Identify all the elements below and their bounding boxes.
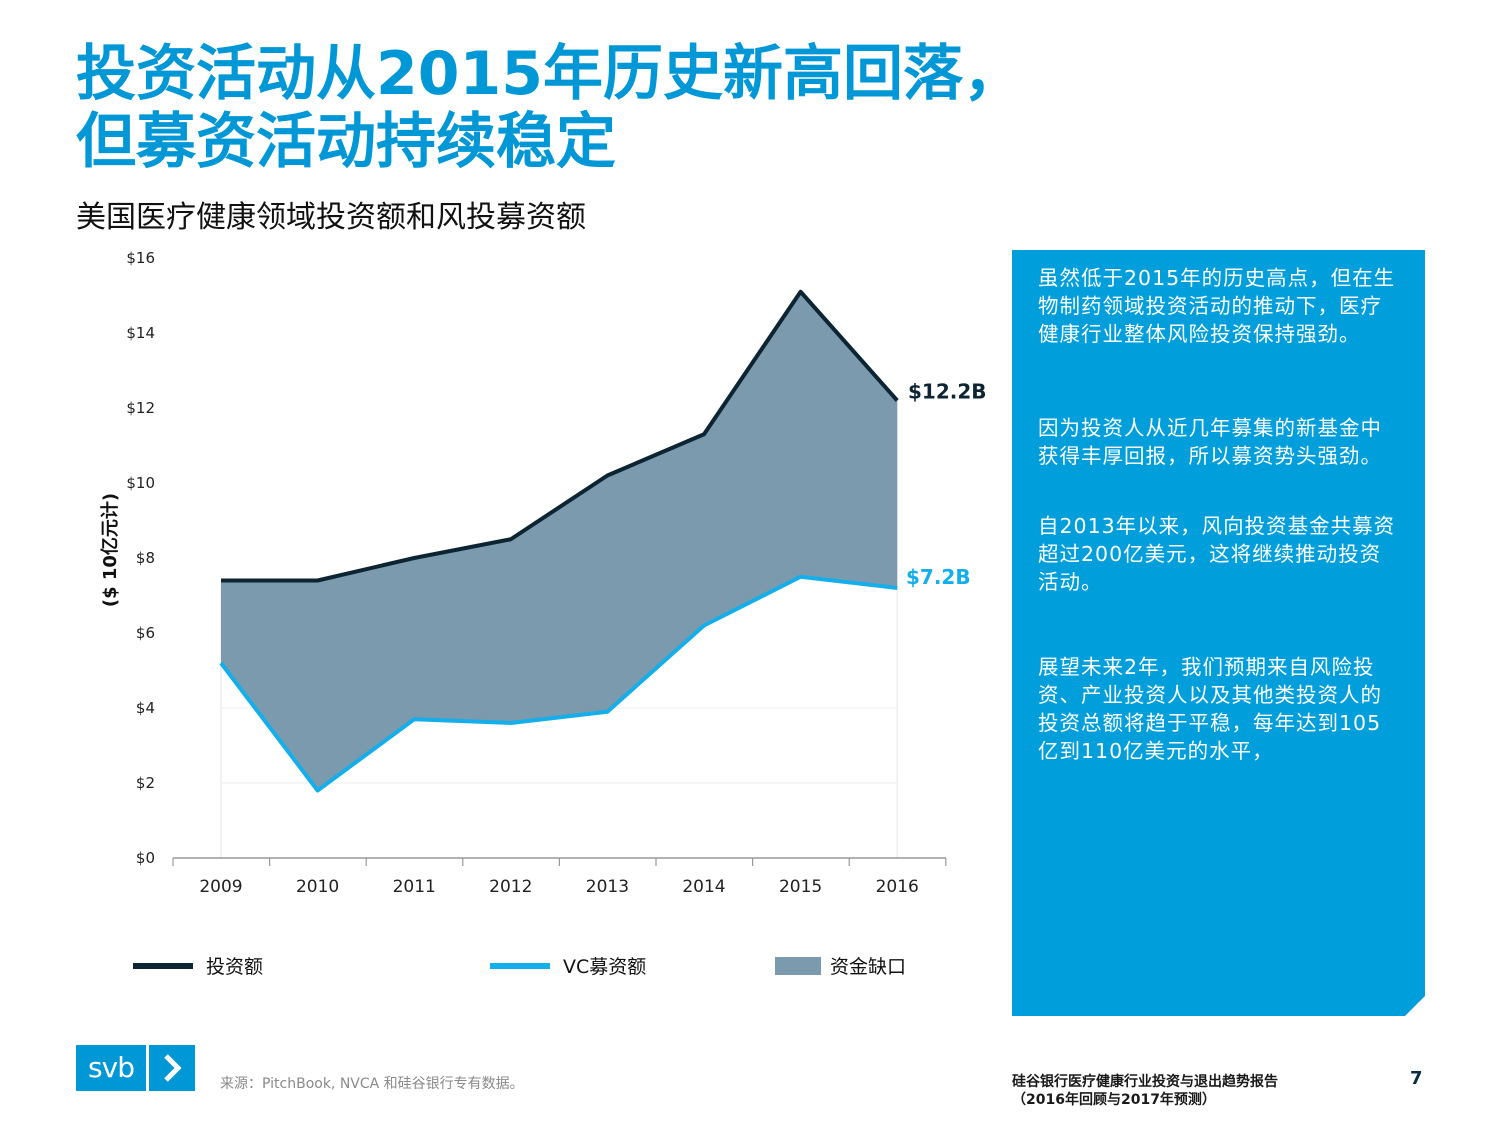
- x-tick-label: 2015: [779, 877, 822, 897]
- y-tick-label: $6: [136, 624, 155, 642]
- svb-logo: svb: [76, 1045, 195, 1091]
- legend-swatch: [490, 963, 550, 969]
- y-tick-label: $0: [136, 849, 155, 867]
- report-title: 硅谷银行医疗健康行业投资与退出趋势报告 （2016年回顾与2017年预测）: [1012, 1073, 1278, 1109]
- page-title-line2: 但募资活动持续稳定: [76, 107, 616, 177]
- y-tick-label: $14: [126, 324, 155, 342]
- x-tick-label: 2014: [682, 877, 725, 897]
- x-tick-label: 2010: [296, 877, 339, 897]
- panel-paragraph-4: 展望未来2年，我们预期来自风险投资、产业投资人以及其他类投资人的投资总额将趋于平…: [1038, 655, 1382, 763]
- chevron-right-icon: [149, 1045, 195, 1091]
- y-tick-label: $8: [136, 549, 155, 567]
- investment-line: [221, 289, 899, 583]
- y-tick-label: $16: [126, 249, 155, 267]
- report-title-line2: （2016年回顾与2017年预测）: [1012, 1092, 1216, 1108]
- svb-logo-text: svb: [76, 1045, 146, 1091]
- y-tick-label: $4: [136, 699, 155, 717]
- x-tick-label: 2016: [876, 877, 919, 897]
- page-title: 投资活动从2015年历史新高回落， 但募资活动持续稳定: [76, 40, 1056, 176]
- legend-label: 投资额: [206, 956, 263, 978]
- x-tick-label: 2012: [489, 877, 532, 897]
- x-tick-label: 2013: [586, 877, 629, 897]
- y-tick-label: $2: [136, 774, 155, 792]
- page-number: 7: [1410, 1068, 1423, 1089]
- y-axis-title: ($ 10亿元计): [99, 493, 121, 607]
- investment-end-label: $12.2B: [908, 380, 987, 404]
- vc-end-label: $7.2B: [906, 565, 971, 589]
- page-title-line1: 投资活动从2015年历史新高回落，: [76, 39, 1023, 109]
- chart-subtitle: 美国医疗健康领域投资额和风投募资额: [76, 200, 586, 235]
- funding-gap-area: [221, 291, 898, 791]
- legend-label: VC募资额: [563, 956, 646, 978]
- y-tick-label: $10: [126, 474, 155, 492]
- legend-label: 资金缺口: [830, 956, 906, 978]
- report-title-line1: 硅谷银行医疗健康行业投资与退出趋势报告: [1012, 1074, 1278, 1090]
- legend-swatch: [775, 957, 821, 975]
- x-tick-label: 2011: [393, 877, 436, 897]
- legend-swatch: [133, 963, 193, 969]
- vc-fundraising-line: [219, 574, 898, 793]
- source-note: 来源：PitchBook, NVCA 和硅谷银行专有数据。: [220, 1076, 524, 1092]
- area-chart: $0 $2 $4 $6 $8 $10 $12 $14 $16 ($ 10亿元计) 2009 2010…: [99, 249, 987, 978]
- commentary-panel: 虽然低于2015年的历史高点，但在生物制药领域投资活动的推动下，医疗健康行业整体…: [1012, 250, 1425, 1016]
- panel-paragraph-1: 虽然低于2015年的历史高点，但在生物制药领域投资活动的推动下，医疗健康行业整体…: [1038, 266, 1396, 346]
- y-tick-label: $12: [126, 399, 155, 417]
- panel-paragraph-2: 因为投资人从近几年募集的新基金中获得丰厚回报，所以募资势头强劲。: [1038, 416, 1382, 468]
- x-tick-label: 2009: [199, 877, 242, 897]
- panel-paragraph-3: 自2013年以来，风向投资基金共募资超过200亿美元，这将继续推动投资活动。: [1038, 514, 1396, 594]
